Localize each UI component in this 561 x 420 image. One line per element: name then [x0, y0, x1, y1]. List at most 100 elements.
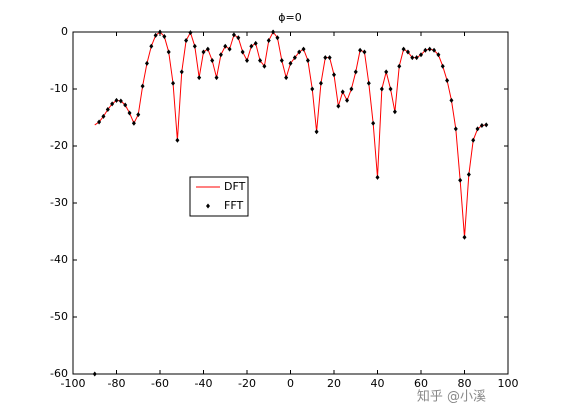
marker [114, 97, 119, 103]
y-tick-label: -60 [50, 367, 68, 380]
marker [162, 34, 167, 40]
marker [188, 30, 193, 36]
x-tick-label: 0 [287, 377, 294, 390]
marker [449, 97, 454, 103]
marker [97, 119, 102, 125]
marker [445, 77, 450, 83]
marker [166, 49, 171, 55]
marker [440, 63, 445, 69]
marker [127, 110, 132, 116]
marker [479, 122, 484, 128]
marker [410, 55, 415, 61]
marker [305, 58, 310, 63]
x-tick-label: -60 [151, 377, 169, 390]
x-tick-label: -40 [195, 377, 213, 390]
marker [314, 129, 319, 135]
legend-box [189, 176, 249, 217]
marker [301, 46, 306, 52]
marker [266, 38, 271, 44]
x-tick-label: -100 [61, 377, 86, 390]
marker [123, 102, 128, 108]
marker [362, 49, 367, 55]
marker [353, 69, 358, 75]
marker [179, 69, 184, 75]
x-tick-label: 20 [327, 377, 341, 390]
marker [205, 46, 210, 52]
marker [423, 47, 428, 53]
marker [375, 174, 380, 180]
marker [118, 98, 123, 104]
marker [262, 63, 267, 69]
marker [158, 29, 162, 35]
marker [279, 58, 284, 63]
marker [366, 80, 371, 86]
y-tick-label: -30 [50, 196, 68, 209]
marker [236, 35, 241, 41]
marker [332, 72, 336, 78]
legend-swatch [206, 203, 210, 209]
marker [92, 371, 97, 377]
marker [275, 35, 280, 41]
x-tick-label: 40 [371, 377, 385, 390]
x-tick-label: 100 [498, 377, 519, 390]
marker [471, 137, 476, 143]
marker [401, 46, 406, 52]
axes-box [72, 31, 509, 375]
marker [427, 46, 432, 52]
marker [253, 40, 258, 46]
y-tick-label: -20 [50, 139, 68, 152]
marker [110, 101, 115, 107]
marker [227, 46, 232, 52]
marker [462, 234, 467, 240]
marker [210, 58, 215, 63]
marker [318, 80, 323, 86]
y-tick-label: -10 [50, 82, 68, 95]
marker [392, 109, 397, 115]
marker [271, 29, 276, 35]
marker [140, 83, 145, 89]
x-tick-label: 60 [414, 377, 428, 390]
marker [292, 55, 297, 61]
marker [131, 120, 136, 126]
marker [384, 69, 389, 75]
marker [192, 43, 197, 49]
marker [371, 120, 376, 126]
marker [414, 55, 419, 61]
marker [327, 55, 332, 61]
marker [136, 112, 141, 118]
marker [171, 80, 176, 86]
marker [284, 75, 289, 81]
marker [419, 52, 423, 58]
marker [340, 89, 345, 95]
marker [214, 75, 219, 81]
x-tick-label: 80 [458, 377, 472, 390]
marker [101, 113, 106, 119]
marker [475, 126, 480, 132]
legend-label: DFT [224, 180, 246, 193]
marker [218, 52, 223, 58]
marker [297, 49, 302, 55]
marker [258, 58, 263, 63]
marker [405, 49, 410, 55]
y-tick-label: -50 [50, 310, 68, 323]
marker [223, 43, 228, 49]
marker [484, 122, 489, 128]
marker [175, 137, 180, 143]
marker [184, 38, 189, 44]
watermark: 知乎 @小溪 [417, 389, 486, 405]
marker [458, 177, 463, 183]
marker [144, 60, 149, 66]
marker [358, 47, 363, 53]
marker [336, 103, 341, 109]
marker [240, 49, 245, 55]
x-tick-label: -80 [108, 377, 126, 390]
marker [105, 107, 110, 113]
marker [245, 58, 249, 63]
x-tick-label: -20 [238, 377, 256, 390]
marker [310, 86, 315, 92]
marker [397, 63, 402, 69]
chart-title: ϕ=0 [278, 11, 301, 24]
marker [153, 32, 158, 38]
marker [231, 32, 236, 38]
